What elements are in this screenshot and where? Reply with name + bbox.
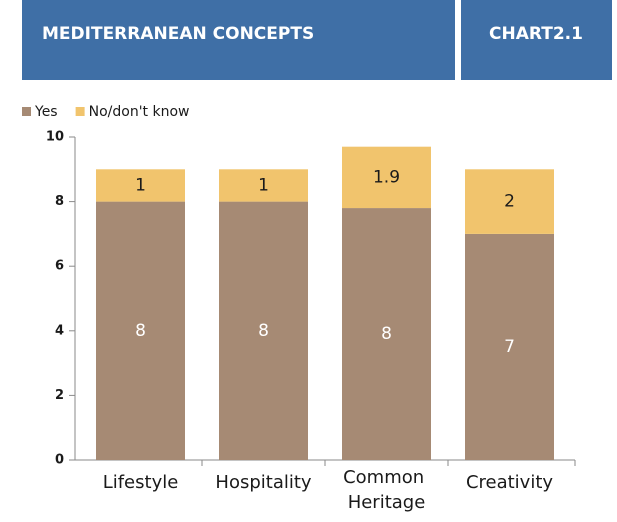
bar-segment xyxy=(96,169,185,202)
data-label: 1 xyxy=(135,175,146,195)
bar-segment xyxy=(342,208,431,460)
x-tick-label: Lifestyle xyxy=(103,472,179,493)
x-tick-label: Hospitality xyxy=(215,472,312,493)
y-tick-label: 0 xyxy=(55,453,64,468)
y-tick-label: 4 xyxy=(55,323,64,338)
data-label: 2 xyxy=(504,192,515,212)
bar-segment xyxy=(96,201,185,460)
bar-segment xyxy=(465,169,554,234)
data-label: 8 xyxy=(135,321,146,341)
legend-label: Yes xyxy=(34,104,58,120)
data-label: 8 xyxy=(258,321,269,341)
data-label: 1.9 xyxy=(373,167,400,187)
bar-segment xyxy=(219,201,308,460)
chart-id: CHART2.1 xyxy=(489,24,583,44)
bar-segment xyxy=(219,169,308,202)
header-title: MEDITERRANEAN CONCEPTS xyxy=(42,24,314,44)
y-tick-label: 6 xyxy=(55,259,64,274)
data-label: 1 xyxy=(258,175,269,195)
y-tick-label: 10 xyxy=(46,130,64,145)
legend-swatch xyxy=(22,107,31,116)
x-tick-label: Creativity xyxy=(466,472,553,493)
data-label: 7 xyxy=(504,337,515,357)
legend-swatch xyxy=(75,107,85,116)
x-tick-label: Common Heritage xyxy=(343,467,430,513)
y-tick-label: 2 xyxy=(55,388,64,403)
data-label: 8 xyxy=(381,324,392,344)
legend-label: No/don't know xyxy=(89,104,190,120)
header-band xyxy=(22,0,455,80)
bar-segment xyxy=(342,146,431,209)
y-tick-label: 8 xyxy=(55,194,64,209)
bar-segment xyxy=(465,233,554,460)
header-id-band xyxy=(461,0,612,80)
